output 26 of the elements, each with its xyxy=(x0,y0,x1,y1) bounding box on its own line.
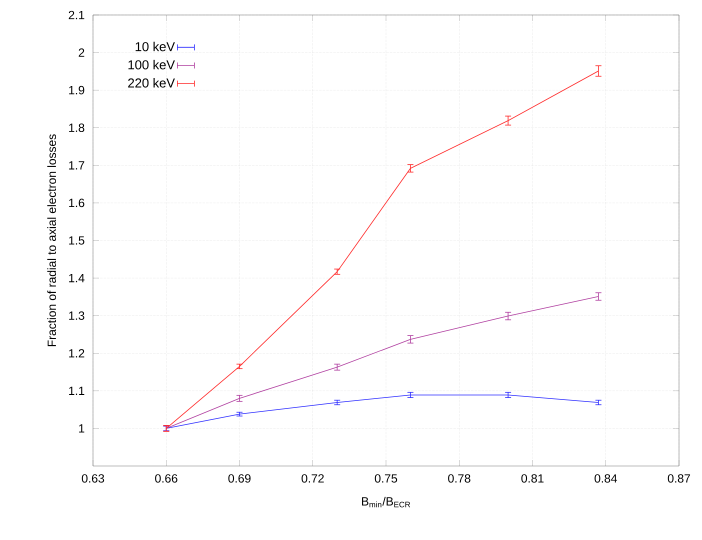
y-tick-label: 1.9 xyxy=(69,86,84,94)
y-tick-label: 1.2 xyxy=(69,349,84,358)
legend-label: 10 keV xyxy=(136,42,175,52)
legend-label: 220 keV xyxy=(128,78,175,88)
x-tick-label: 0.63 xyxy=(82,474,104,483)
x-tick-label: 0.69 xyxy=(228,474,251,483)
y-tick-label: 2 xyxy=(78,48,84,57)
y-tick-label: 1.8 xyxy=(69,124,84,132)
legend-label: 100 keV xyxy=(128,60,175,70)
y-tick-label: 1.1 xyxy=(69,386,84,395)
x-tick-label: 0.87 xyxy=(668,474,690,483)
y-tick-label: 1.4 xyxy=(69,274,84,282)
y-tick-label: 2.1 xyxy=(68,10,84,20)
y-tick-label: 1.3 xyxy=(69,311,84,320)
x-tick-label: 0.78 xyxy=(448,474,470,483)
y-tick-label: 1.5 xyxy=(69,236,84,245)
x-tick-label: 0.81 xyxy=(521,474,544,483)
y-tick-label: 1.6 xyxy=(69,198,84,208)
y-axis-title: Fraction of radial to axial electron losses xyxy=(47,134,56,346)
y-tick-label: 1.7 xyxy=(69,161,84,170)
x-axis-title: B$_{min}$/B$_{ECR}$ xyxy=(362,496,410,508)
y-tick-label: 1 xyxy=(79,424,84,433)
x-tick-label: 0.75 xyxy=(374,474,398,483)
x-tick-label: 0.72 xyxy=(302,474,324,483)
x-tick-label: 0.84 xyxy=(594,474,618,483)
x-tick-label: 0.66 xyxy=(155,474,178,483)
